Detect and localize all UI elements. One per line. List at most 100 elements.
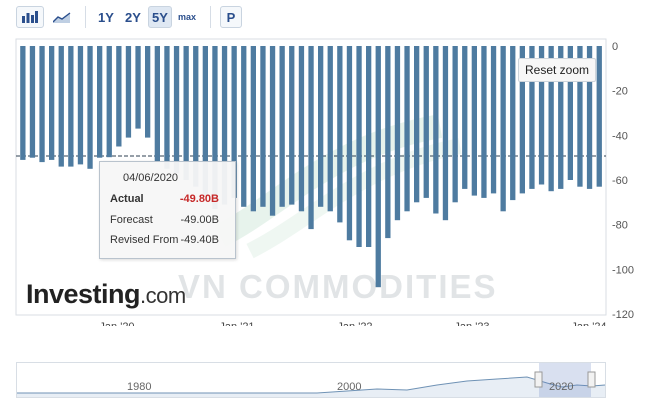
tooltip-date: 04/06/2020 xyxy=(123,172,179,184)
bar-54[interactable] xyxy=(538,46,545,185)
bar-chart-icon[interactable] xyxy=(16,6,44,28)
investing-logo: Investing.com xyxy=(26,279,186,309)
bar-29[interactable] xyxy=(298,46,305,212)
y-tick-label-4: -80 xyxy=(612,220,628,232)
bar-series xyxy=(20,46,602,288)
navigator-right-handle[interactable] xyxy=(587,371,596,388)
bar-44[interactable] xyxy=(442,46,449,221)
navigator-label-2000: 2000 xyxy=(337,381,362,393)
x-tick-label-3: Jan '23 xyxy=(454,321,489,326)
tooltip-forecast-row: Forecast -49.00B xyxy=(110,214,225,228)
y-tick-label-3: -60 xyxy=(612,175,628,187)
bar-47[interactable] xyxy=(471,46,477,196)
bar-55[interactable] xyxy=(548,46,554,192)
y-tick-label-2: -40 xyxy=(612,130,628,142)
bar-12[interactable] xyxy=(135,46,141,129)
bar-41[interactable] xyxy=(414,46,420,203)
bar-19[interactable] xyxy=(202,46,208,196)
bar-16[interactable] xyxy=(173,46,180,174)
area-chart-icon[interactable] xyxy=(48,6,76,28)
tooltip-revised-row: Revised From -49.40B xyxy=(110,234,225,248)
bar-21[interactable] xyxy=(221,46,228,205)
bar-36[interactable] xyxy=(366,46,372,247)
print-button[interactable]: P xyxy=(220,6,242,28)
bar-8[interactable] xyxy=(97,46,103,158)
bar-7[interactable] xyxy=(87,46,93,169)
bar-10[interactable] xyxy=(116,46,122,147)
bar-42[interactable] xyxy=(423,46,429,198)
bar-57[interactable] xyxy=(567,46,573,180)
bar-23[interactable] xyxy=(241,46,247,207)
y-tick-label-5: -100 xyxy=(612,264,634,276)
bar-28[interactable] xyxy=(289,46,295,205)
range-1y-button[interactable]: 1Y xyxy=(94,6,118,28)
bar-49[interactable] xyxy=(490,46,497,194)
x-tick-label-4: Jan '24 xyxy=(571,321,606,326)
bar-11[interactable] xyxy=(125,46,132,138)
bar-15[interactable] xyxy=(164,46,170,169)
bar-25[interactable] xyxy=(260,46,266,207)
range-2y-button[interactable]: 2Y xyxy=(121,6,145,28)
tooltip-actual-row: Actual -49.80B xyxy=(110,193,225,207)
bar-59[interactable] xyxy=(586,46,593,189)
bar-51[interactable] xyxy=(510,46,516,201)
bar-43[interactable] xyxy=(433,46,439,214)
bar-13[interactable] xyxy=(145,46,151,138)
navigator-left-handle[interactable] xyxy=(534,371,543,388)
bar-1[interactable] xyxy=(29,46,36,158)
reset-zoom-button[interactable]: Reset zoom xyxy=(518,58,596,82)
x-axis: Jan '20 Jan '21 Jan '22 Jan '23 Jan '24 xyxy=(99,321,606,326)
range-max-button[interactable]: max xyxy=(175,6,199,28)
bar-33[interactable] xyxy=(337,46,343,223)
tooltip-revised-value: -49.40B xyxy=(180,234,219,246)
plot-area-border xyxy=(15,38,607,316)
bar-17[interactable] xyxy=(183,46,189,180)
navigator-label-2020: 2020 xyxy=(549,381,574,393)
chart-toolbar: 1Y 2Y 5Y max P xyxy=(0,0,660,36)
bar-52[interactable] xyxy=(519,46,525,194)
bar-56[interactable] xyxy=(558,46,564,189)
bar-27[interactable] xyxy=(279,46,285,207)
bar-34[interactable] xyxy=(346,46,353,241)
bar-50[interactable] xyxy=(500,46,506,212)
bar-4[interactable] xyxy=(58,46,64,167)
bar-20[interactable] xyxy=(212,46,218,209)
bar-14[interactable] xyxy=(154,46,160,163)
bar-30[interactable] xyxy=(308,46,314,230)
bar-53[interactable] xyxy=(529,46,535,189)
bar-37[interactable] xyxy=(375,46,381,288)
tooltip-forecast-label: Forecast xyxy=(110,214,153,226)
y-tick-label-1: -20 xyxy=(612,86,628,98)
bar-18[interactable] xyxy=(193,46,199,187)
x-tick-label-1: Jan '21 xyxy=(219,321,254,326)
toolbar-separator xyxy=(210,6,211,28)
bar-46[interactable] xyxy=(462,46,468,189)
bar-31[interactable] xyxy=(318,46,324,207)
bar-22[interactable] xyxy=(231,46,237,198)
bar-3[interactable] xyxy=(49,46,55,160)
bar-6[interactable] xyxy=(77,46,84,165)
bar-2[interactable] xyxy=(39,46,45,163)
bar-60[interactable] xyxy=(596,46,602,187)
y-axis: 0 -20 -40 -60 -80 -100 -120 xyxy=(612,41,634,321)
bar-9[interactable] xyxy=(106,46,112,158)
bar-58[interactable] xyxy=(577,46,583,187)
bar-40[interactable] xyxy=(404,46,410,212)
bar-24[interactable] xyxy=(250,46,256,212)
bar-5[interactable] xyxy=(68,46,74,167)
bar-45[interactable] xyxy=(452,46,458,203)
bar-0[interactable] xyxy=(20,46,26,160)
tooltip-actual-label: Actual xyxy=(110,193,144,205)
range-5y-button[interactable]: 5Y xyxy=(148,6,172,28)
bar-26[interactable] xyxy=(269,46,276,216)
y-tick-label-6: -120 xyxy=(612,309,634,321)
bar-38[interactable] xyxy=(385,46,391,239)
bar-32[interactable] xyxy=(327,46,333,212)
bar-35[interactable] xyxy=(356,46,362,247)
bar-39[interactable] xyxy=(394,46,401,221)
bar-48[interactable] xyxy=(481,46,487,198)
navigator-series xyxy=(17,363,605,397)
range-navigator[interactable]: 1980 2000 2020 xyxy=(16,362,606,398)
trade-balance-chart: 0-20-40-60-80-100-120 Jan '20Jan '21Jan … xyxy=(15,38,634,326)
navigator-label-1980: 1980 xyxy=(127,381,152,393)
